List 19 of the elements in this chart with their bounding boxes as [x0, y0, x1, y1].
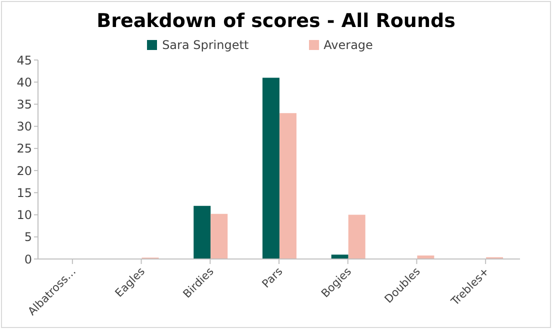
- y-tick-label: 45: [16, 53, 32, 68]
- y-tick-label: 35: [16, 97, 32, 112]
- y-tick-label: 40: [16, 75, 32, 90]
- bar: [331, 254, 348, 259]
- legend-label: Average: [322, 38, 373, 52]
- bar: [348, 214, 366, 259]
- chart-title: Breakdown of scores - All Rounds: [96, 10, 456, 32]
- y-tick-label: 15: [16, 186, 32, 200]
- y-tick-label: 10: [16, 208, 32, 222]
- y-tick-label: 30: [16, 120, 32, 134]
- bar: [194, 206, 211, 259]
- bar: [262, 78, 280, 259]
- bar: [279, 113, 296, 259]
- y-tick-label: 25: [16, 142, 32, 156]
- y-tick-label: 20: [16, 164, 32, 178]
- bar: [210, 214, 228, 259]
- y-tick-label: 0: [24, 252, 32, 266]
- legend-label: Sara Springett: [161, 38, 249, 52]
- y-tick-label: 5: [24, 230, 32, 244]
